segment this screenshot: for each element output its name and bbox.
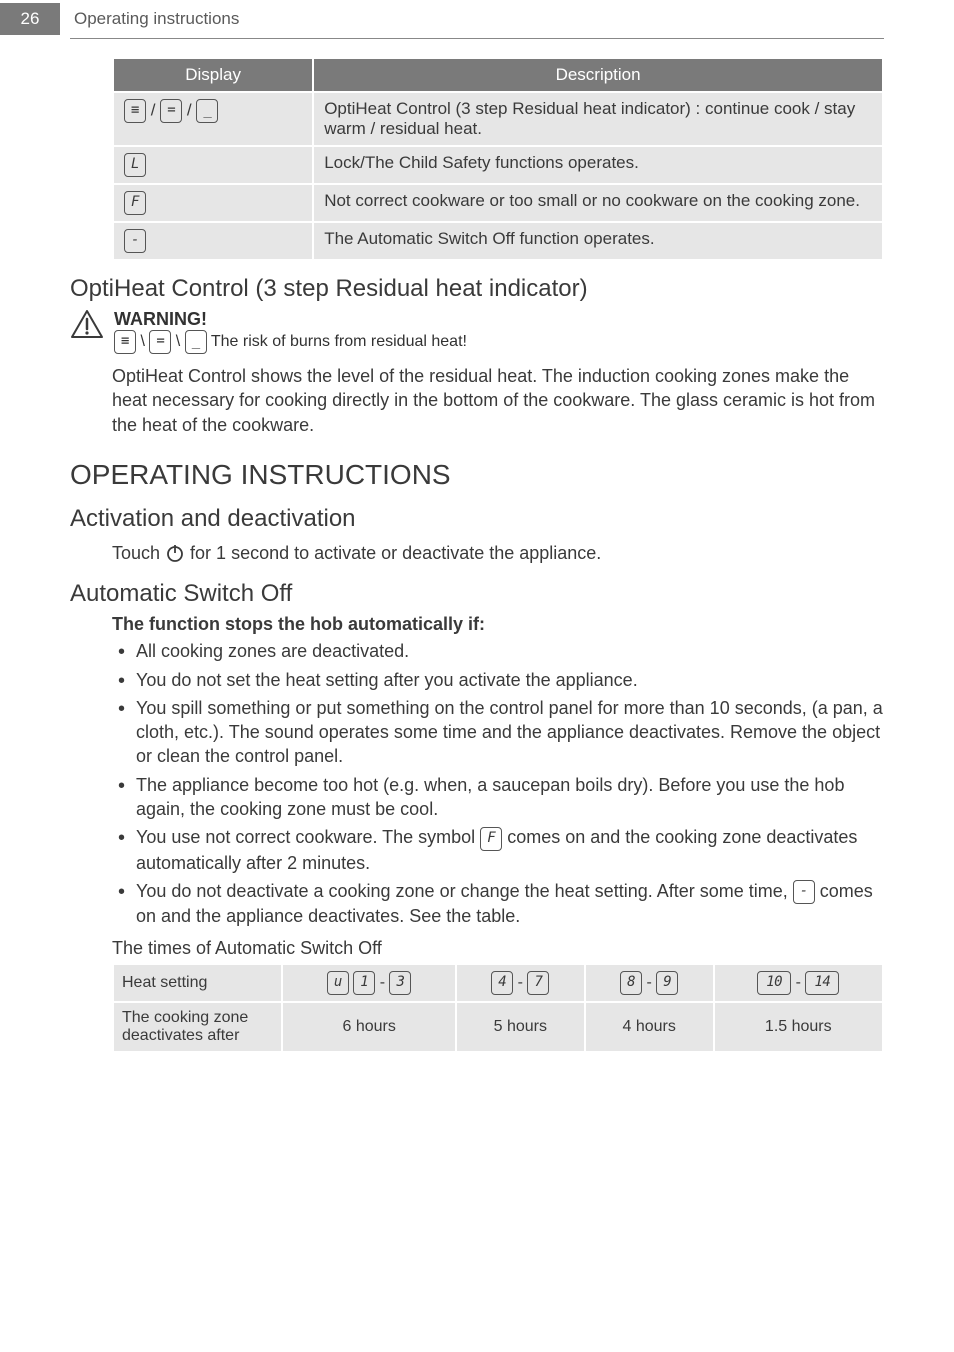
activation-heading: Activation and deactivation [70,505,884,533]
activation-text: Touch for 1 second to activate or deacti… [70,541,884,566]
three-bar-icon: ≡ [124,99,146,123]
bullet-text-before: You do not deactivate a cooking zone or … [136,881,793,901]
warning-icon [70,309,104,344]
warning-block: WARNING! ≡ \ = \ _ The risk of burns fro… [70,309,884,354]
warning-line: ≡ \ = \ _ The risk of burns from residua… [114,330,467,354]
seg-icon: 10 [757,971,791,995]
display-description-table: Display Description ≡ / = / _OptiHeat Co… [112,57,884,261]
seg-icon: 9 [656,971,678,995]
power-icon [165,544,185,564]
auto-off-times-table: Heat setting u 1 - 34 - 78 - 910 - 14 Th… [112,963,884,1053]
dash-icon: - [793,880,815,904]
warning-title: WARNING! [114,309,467,330]
operating-instructions-heading: OPERATING INSTRUCTIONS [70,459,884,491]
f-icon: F [124,191,146,215]
activation-text-before: Touch [112,543,165,563]
dash-icon: - [124,229,146,253]
one-bar-icon: _ [185,330,207,354]
activation-text-after: for 1 second to activate or deactivate t… [185,543,601,563]
one-bar-icon: _ [196,99,218,123]
heat-range-header: 4 - 7 [456,964,585,1002]
table-row: F Not correct cookware or too small or no… [113,184,883,222]
optiheat-paragraph: OptiHeat Control shows the level of the … [70,364,884,437]
description-cell: Lock/The Child Safety functions operates… [313,146,883,184]
warning-text: The risk of burns from residual heat! [211,333,467,350]
page-number-tab: 26 [0,3,60,35]
seg-icon: 14 [805,971,839,995]
seg-icon: 3 [389,971,411,995]
description-cell: The Automatic Switch Off function operat… [313,222,883,260]
description-cell: Not correct cookware or too small or no … [313,184,883,222]
auto-switch-off-heading: Automatic Switch Off [70,580,884,608]
display-cell: F [113,184,313,222]
three-bar-icon: ≡ [114,330,136,354]
list-item: You spill something or put something on … [116,696,884,769]
list-item: You do not set the heat setting after yo… [116,668,884,692]
page-header: 26 Operating instructions [0,0,954,38]
seg-icon: 7 [527,971,549,995]
time-value-cell: 6 hours [282,1002,456,1052]
optiheat-heading: OptiHeat Control (3 step Residual heat i… [70,275,884,303]
description-cell: OptiHeat Control (3 step Residual heat i… [313,92,883,146]
table-header-display: Display [113,58,313,92]
times-caption: The times of Automatic Switch Off [112,938,884,959]
table-row: ≡ / = / _OptiHeat Control (3 step Residu… [113,92,883,146]
heat-range-header: 10 - 14 [714,964,883,1002]
l-icon: L [124,153,146,177]
table-row: L Lock/The Child Safety functions operate… [113,146,883,184]
two-bar-icon: = [149,330,171,354]
header-section-title: Operating instructions [60,9,239,29]
list-item: You use not correct cookware. The symbol… [116,825,884,875]
seg-icon: 8 [620,971,642,995]
f-icon: F [480,827,502,851]
seg-icon: 1 [353,971,375,995]
deactivates-after-label: The cooking zone deactivates after [113,1002,282,1052]
auto-off-lead: The function stops the hob automatically… [112,614,884,635]
list-item: All cooking zones are deactivated. [116,639,884,663]
time-value-cell: 1.5 hours [714,1002,883,1052]
auto-off-bullet-list: All cooking zones are deactivated. You do… [112,639,884,928]
table-row: - The Automatic Switch Off function opera… [113,222,883,260]
heat-range-header: u 1 - 3 [282,964,456,1002]
seg-icon: u [327,971,349,995]
time-value-cell: 4 hours [585,1002,714,1052]
heat-setting-label: Heat setting [113,964,282,1002]
list-item: You do not deactivate a cooking zone or … [116,879,884,929]
bullet-text-before: You use not correct cookware. The symbol [136,827,480,847]
heat-range-header: 8 - 9 [585,964,714,1002]
time-value-cell: 5 hours [456,1002,585,1052]
list-item: The appliance become too hot (e.g. when,… [116,773,884,822]
two-bar-icon: = [160,99,182,123]
display-cell: - [113,222,313,260]
table-header-description: Description [313,58,883,92]
display-cell: ≡ / = / _ [113,92,313,146]
seg-icon: 4 [491,971,513,995]
display-cell: L [113,146,313,184]
